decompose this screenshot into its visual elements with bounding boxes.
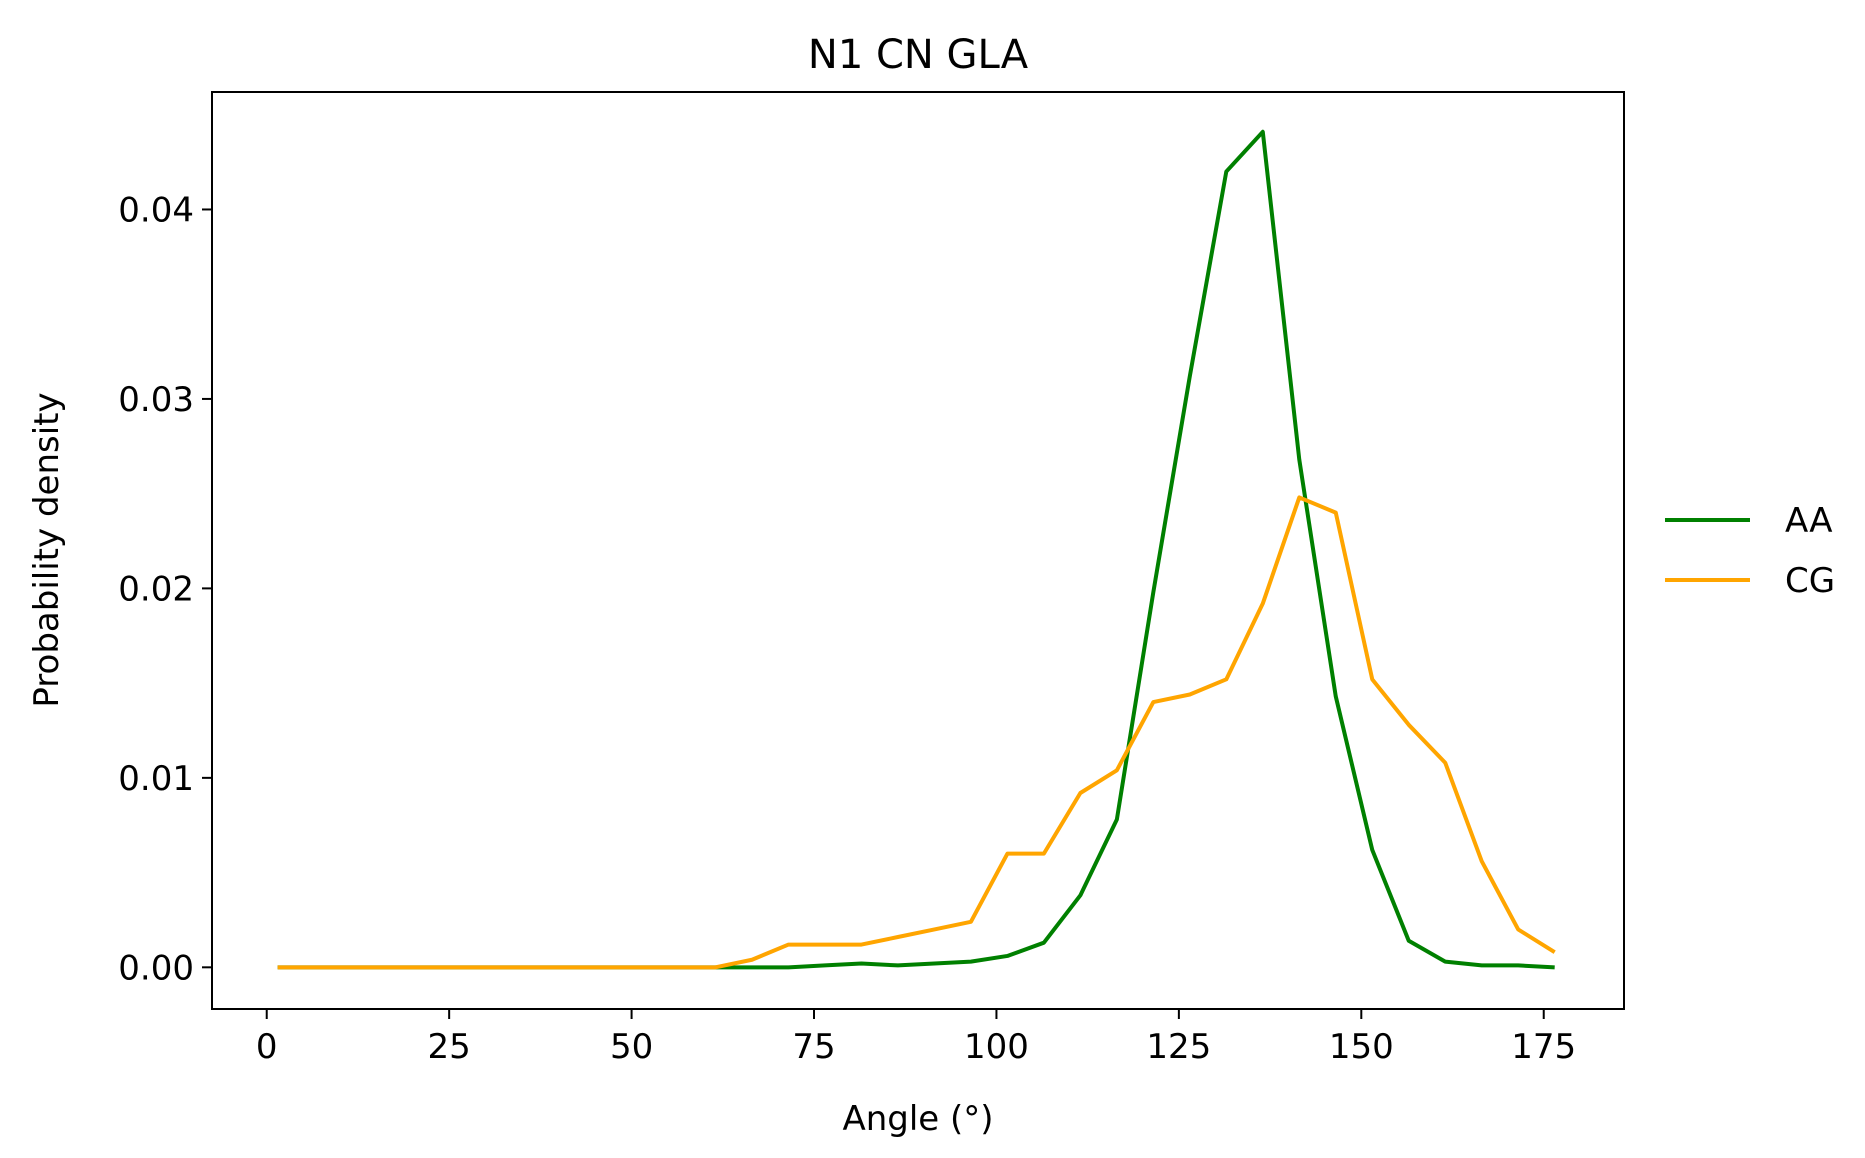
series-line-cg xyxy=(277,495,1556,970)
plot-area xyxy=(277,129,1556,970)
x-tick-label: 125 xyxy=(1146,1027,1211,1067)
plot-frame xyxy=(211,91,1625,1010)
x-tick-label: 100 xyxy=(964,1027,1029,1067)
y-axis-label: Probability density xyxy=(27,392,67,707)
x-axis-label: Angle (°) xyxy=(842,1099,993,1139)
y-tick-label: 0.03 xyxy=(118,380,194,420)
x-tick-label: 150 xyxy=(1329,1027,1394,1067)
y-tick-label: 0.02 xyxy=(118,569,194,609)
legend-label-cg: CG xyxy=(1785,561,1835,601)
x-axis: 0 25 50 75 100 125 150 175 xyxy=(256,1009,1576,1067)
x-tick-label: 175 xyxy=(1511,1027,1576,1067)
x-tick-label: 75 xyxy=(792,1027,835,1067)
legend: AA CG xyxy=(1665,501,1835,601)
x-tick-label: 50 xyxy=(610,1027,653,1067)
chart-title: N1 CN GLA xyxy=(808,32,1029,78)
y-tick-label: 0.00 xyxy=(118,948,194,988)
x-tick-label: 25 xyxy=(428,1027,471,1067)
legend-label-aa: AA xyxy=(1785,501,1832,541)
y-tick-label: 0.01 xyxy=(118,759,194,799)
x-tick-label: 0 xyxy=(256,1027,278,1067)
y-axis: 0.00 0.01 0.02 0.03 0.04 xyxy=(118,190,212,988)
y-tick-label: 0.04 xyxy=(118,190,194,230)
